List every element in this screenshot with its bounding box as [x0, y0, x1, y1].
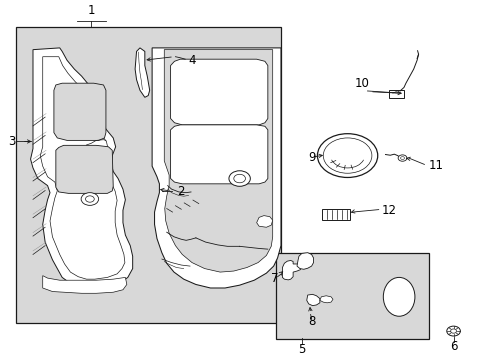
Text: 9: 9 [307, 151, 315, 164]
Polygon shape [282, 260, 300, 280]
Text: 4: 4 [188, 54, 196, 67]
Polygon shape [306, 294, 319, 306]
Circle shape [397, 155, 406, 161]
Text: 12: 12 [381, 204, 396, 217]
Polygon shape [164, 50, 272, 272]
Bar [322, 209, 350, 220]
Polygon shape [170, 59, 267, 125]
Circle shape [228, 171, 250, 186]
Polygon shape [135, 48, 149, 97]
Polygon shape [319, 296, 332, 303]
Polygon shape [152, 48, 281, 288]
Text: 6: 6 [449, 340, 456, 353]
Ellipse shape [383, 278, 414, 316]
Circle shape [317, 134, 377, 177]
Text: 1: 1 [87, 4, 95, 17]
Polygon shape [54, 83, 106, 140]
Text: 8: 8 [307, 315, 315, 328]
Bar [276, 253, 428, 339]
Text: 11: 11 [427, 159, 443, 172]
Circle shape [446, 326, 459, 336]
Text: 10: 10 [354, 77, 369, 90]
Polygon shape [30, 48, 132, 288]
Text: 5: 5 [298, 343, 305, 356]
Polygon shape [256, 216, 272, 227]
Bar [16, 27, 281, 323]
Text: 3: 3 [8, 135, 16, 148]
Bar [388, 90, 403, 98]
Polygon shape [56, 145, 113, 193]
Polygon shape [42, 276, 126, 293]
Polygon shape [170, 125, 267, 184]
Text: 7: 7 [270, 272, 278, 285]
Polygon shape [296, 253, 313, 269]
Circle shape [81, 193, 99, 205]
Text: 2: 2 [177, 185, 184, 198]
